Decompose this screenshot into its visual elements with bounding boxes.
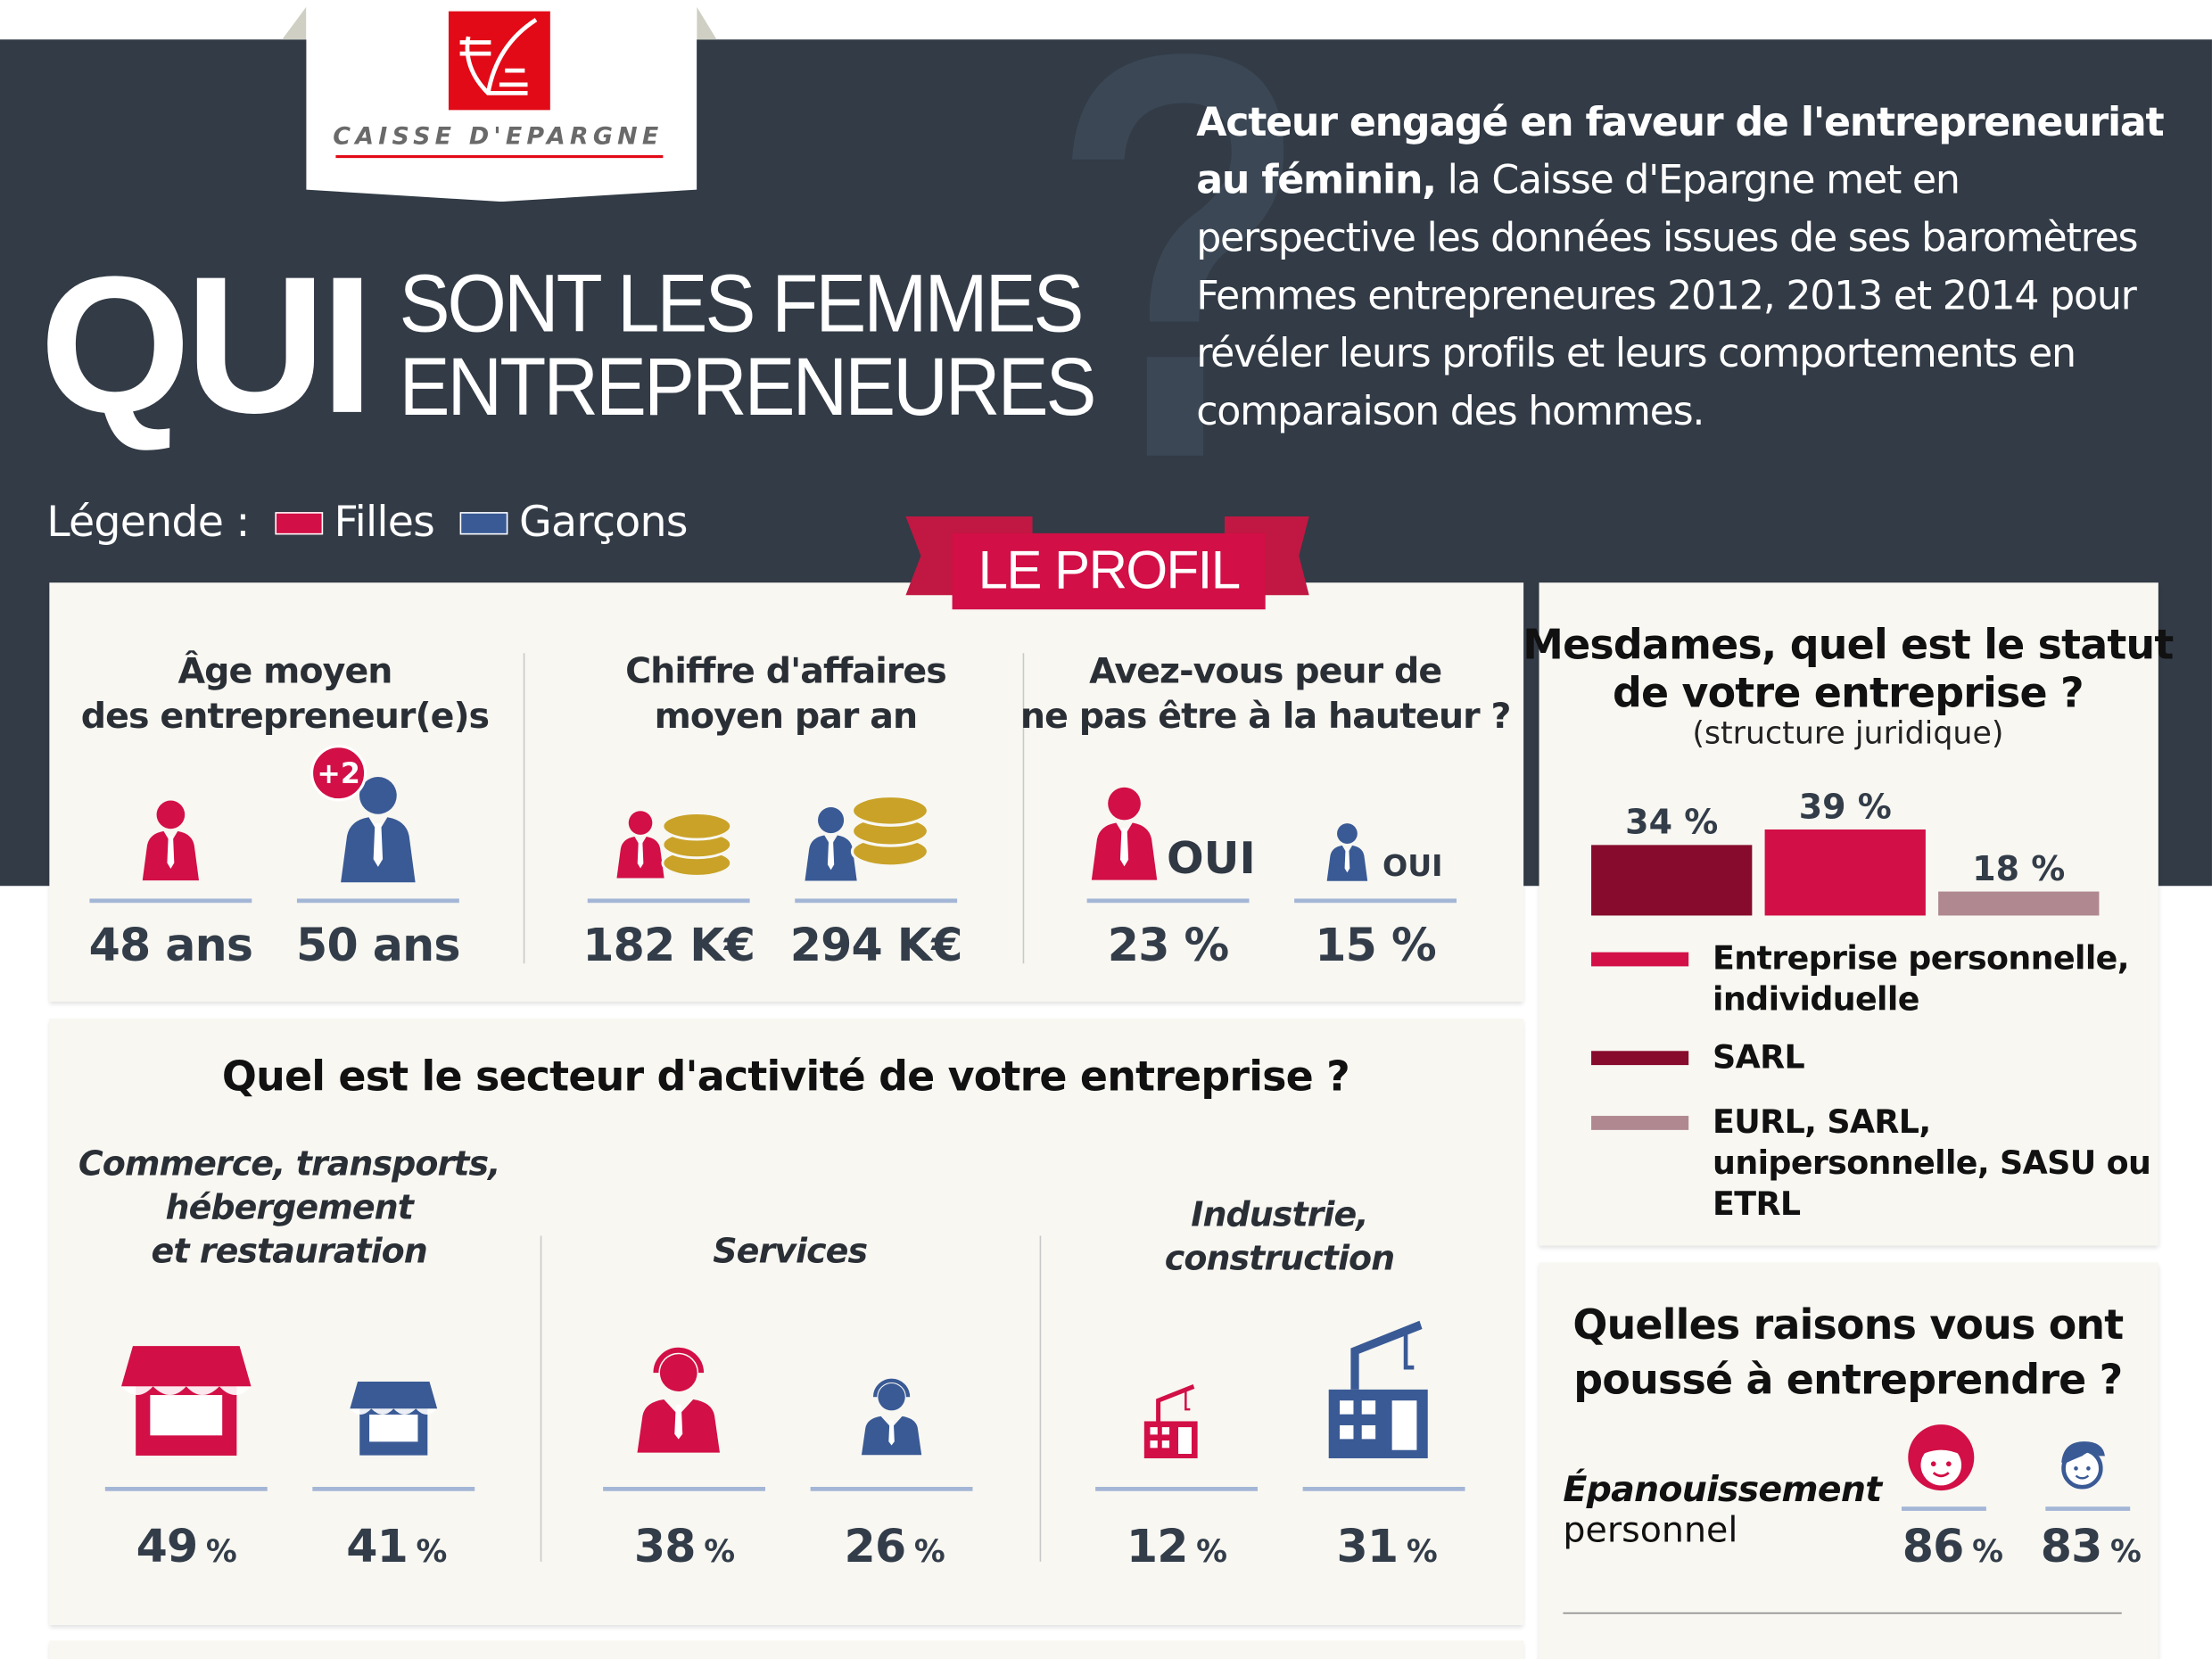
legend-swatch-boys — [459, 512, 508, 535]
statut-title: Mesdames, quel est le statut de votre ent… — [1523, 620, 2174, 717]
crane-building-icon — [1324, 1319, 1433, 1460]
raisons-title: Quelles raisons vous ont poussé à entrepr… — [1572, 1300, 2124, 1404]
boy-face-icon — [2051, 1432, 2114, 1497]
intro-rest: la Caisse d'Epargne met en perspective l… — [1196, 156, 2138, 435]
underline — [587, 898, 750, 904]
woman-icon — [136, 797, 206, 882]
underline — [810, 1487, 973, 1491]
underline — [795, 898, 958, 904]
fear-male-value: 15 % — [1315, 918, 1436, 972]
next-panel — [49, 1640, 1524, 1659]
sector-commerce-label: Commerce, transports, hébergement et resta… — [78, 1143, 501, 1272]
divider — [1022, 653, 1025, 964]
woman-icon — [1084, 783, 1166, 882]
underline — [1901, 1506, 1986, 1511]
statut-subtitle: (structure juridique) — [1692, 716, 2004, 752]
squirrel-logo-icon — [448, 11, 550, 111]
logo-tab-left — [282, 6, 307, 40]
logo-underline — [335, 154, 664, 159]
headset-person-icon — [632, 1343, 725, 1457]
underline — [1302, 1487, 1465, 1491]
legend-boys: Garçons — [519, 498, 688, 548]
revenue-female-value: 182 K€ — [582, 918, 755, 972]
underline — [1294, 898, 1457, 904]
underline — [104, 1487, 268, 1491]
sector-panel — [49, 1018, 1524, 1626]
raison-male-value: 83% — [2040, 1519, 2142, 1573]
raison-label-rest: personnel — [1563, 1509, 1738, 1551]
girl-face-icon — [1903, 1422, 1979, 1498]
underline — [89, 898, 252, 904]
legend-swatch-sarl — [1591, 1051, 1689, 1066]
shop-icon — [350, 1380, 437, 1457]
legend-swatch-personnelle — [1591, 952, 1689, 967]
sector-services-label: Services — [713, 1231, 868, 1272]
bar-1 — [1591, 844, 1753, 916]
fear-title: Avez-vous peur de ne pas être à la hauteu… — [1019, 650, 1512, 737]
age-title: Âge moyen des entrepreneur(e)s — [80, 650, 490, 737]
underline — [2045, 1506, 2131, 1511]
age-male-value: 50 ans — [296, 918, 460, 972]
bar-label-2: 39 % — [1798, 787, 1892, 827]
legend-sarl: SARL — [1713, 1039, 1805, 1077]
underline — [1095, 1487, 1258, 1491]
legend-eurl: EURL, SARL, unipersonnelle, SASU ou ETRL — [1713, 1104, 2151, 1224]
commerce-female-value: 49% — [136, 1519, 237, 1573]
profile-panel — [49, 582, 1524, 1002]
divider — [540, 1235, 542, 1562]
services-female-value: 38% — [633, 1519, 735, 1573]
divider — [1563, 1612, 2122, 1614]
coins-icon — [846, 769, 934, 882]
divider — [523, 653, 525, 964]
bar-label-3: 18 % — [1972, 849, 2066, 889]
services-male-value: 26% — [844, 1519, 945, 1573]
logo-tab-right — [697, 6, 717, 40]
sector-title: Quel est le secteur d'activité de votre … — [221, 1052, 1350, 1101]
shop-icon — [121, 1343, 252, 1459]
coins-icon — [657, 797, 737, 882]
fear-female-oui: OUI — [1166, 833, 1256, 885]
bar-label-1: 34 % — [1625, 802, 1719, 842]
revenue-title: Chiffre d'affaires moyen par an — [625, 650, 947, 737]
bar-2 — [1764, 830, 1926, 916]
legend-swatch-girls — [275, 512, 323, 535]
revenue-male-value: 294 K€ — [789, 918, 963, 972]
legend-swatch-eurl — [1591, 1116, 1689, 1130]
legend-label: Légende : — [46, 498, 250, 548]
industry-male-value: 31% — [1336, 1519, 1438, 1573]
underline — [603, 1487, 766, 1491]
question-mark-decoration-icon — [1072, 54, 1284, 456]
fear-male-oui: OUI — [1382, 849, 1443, 884]
age-female-value: 48 ans — [88, 918, 253, 972]
sector-industry-label: Industrie, construction — [1164, 1194, 1395, 1278]
age-difference-badge: +2 — [310, 745, 367, 802]
commerce-male-value: 41% — [346, 1519, 447, 1573]
headset-person-icon — [858, 1375, 926, 1457]
title-line-1: SONT LES FEMMES — [399, 258, 1085, 351]
legend-girls: Filles — [334, 498, 435, 548]
raison-label-bold: Épanouissement — [1563, 1468, 1882, 1510]
fear-female-value: 23 % — [1107, 918, 1229, 972]
crane-building-icon — [1142, 1382, 1201, 1460]
underline — [1086, 898, 1250, 904]
underline — [296, 898, 459, 904]
man-icon — [1322, 821, 1373, 881]
underline — [312, 1487, 475, 1491]
logo-wordmark: CAISSE D'EPARGNE — [333, 122, 664, 152]
section-ribbon-profil: LE PROFIL — [952, 532, 1266, 610]
bar-3 — [1938, 891, 2100, 916]
legend-personnelle: Entreprise personnelle, individuelle — [1713, 940, 2129, 1019]
raison-female-value: 86% — [1902, 1519, 2003, 1573]
divider — [1039, 1235, 1042, 1562]
raisons-panel — [1539, 1262, 2158, 1659]
industry-female-value: 12% — [1126, 1519, 1227, 1573]
title-line-2: ENTREPRENEURES — [399, 341, 1097, 433]
intro-bold: Acteur engagé en faveur de l'entrepreneu… — [1196, 98, 2164, 203]
intro-text: Acteur engagé en faveur de l'entrepreneu… — [1196, 93, 2183, 440]
title-qui: QUI — [39, 236, 374, 455]
legend: Légende : Filles Garçons — [46, 498, 688, 548]
